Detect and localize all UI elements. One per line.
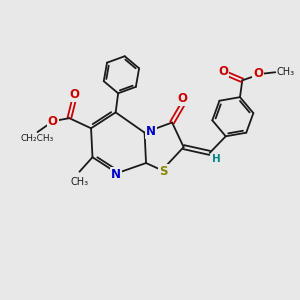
Text: O: O [178, 92, 188, 105]
Text: O: O [48, 116, 58, 128]
Text: S: S [159, 165, 168, 178]
Text: CH₃: CH₃ [70, 177, 88, 187]
Text: O: O [70, 88, 80, 101]
Text: CH₃: CH₃ [277, 67, 295, 77]
Text: O: O [253, 67, 263, 80]
Text: N: N [146, 125, 156, 138]
Text: N: N [111, 168, 121, 181]
Text: CH₂CH₃: CH₂CH₃ [21, 134, 54, 143]
Text: O: O [218, 64, 228, 78]
Text: H: H [212, 154, 220, 164]
